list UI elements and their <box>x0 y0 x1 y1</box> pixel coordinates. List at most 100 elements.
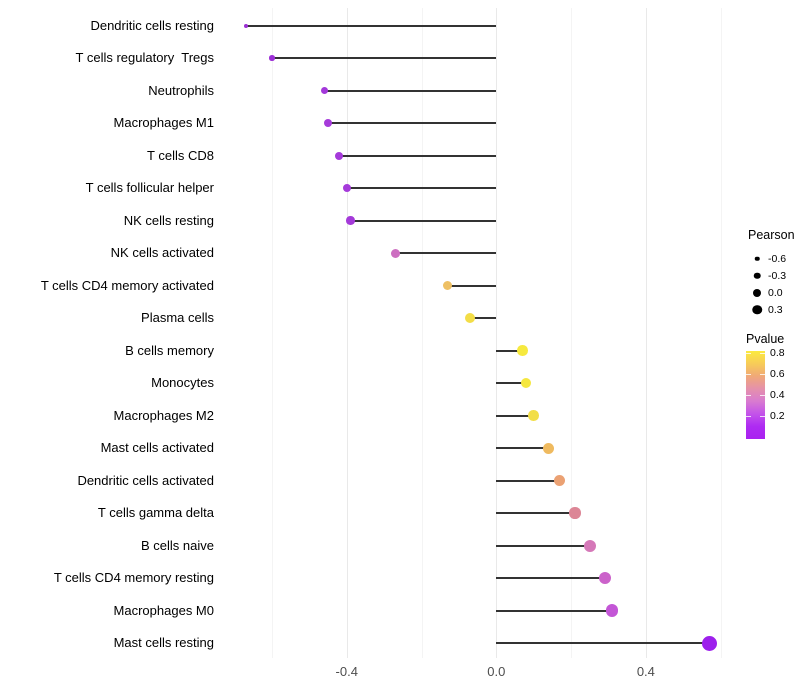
lollipop-stem <box>496 414 534 417</box>
lollipop-stem <box>496 609 613 612</box>
lollipop-stem <box>496 349 523 352</box>
lollipop-dot <box>269 55 275 61</box>
gridline-minor <box>720 8 722 658</box>
legend-size-entry: -0.3 <box>748 267 800 284</box>
x-axis-tick-label: -0.4 <box>335 664 358 679</box>
gridline-major <box>346 8 348 658</box>
colorbar-wrap: 0.8 0.6 0.4 0.2 <box>746 347 800 439</box>
lollipop-stem <box>350 219 497 222</box>
legend-pearson-entries: -0.6 -0.3 0.0 0.3 <box>748 250 800 318</box>
lollipop-dot <box>324 119 333 128</box>
y-axis-label: NK cells activated <box>110 245 214 261</box>
colorbar-tick-mark <box>760 374 765 375</box>
y-axis-label: T cells regulatory Tregs <box>75 50 214 66</box>
y-axis-label: T cells gamma delta <box>97 505 214 521</box>
colorbar-tick-mark <box>746 395 751 396</box>
x-axis-tick-label: 0.0 <box>487 664 506 679</box>
lollipop-dot <box>390 248 400 258</box>
gridline-minor <box>421 8 423 658</box>
legend-size-dot <box>753 272 761 279</box>
legend-size-dot <box>753 288 761 297</box>
legend-size-label: -0.6 <box>768 252 787 265</box>
lollipop-dot <box>569 507 581 519</box>
y-axis-label: Plasma cells <box>141 310 214 326</box>
y-axis-label: Neutrophils <box>148 82 214 98</box>
lollipop-stem <box>271 57 497 60</box>
colorbar-tick-mark <box>760 416 765 417</box>
y-axis-label: Mast cells activated <box>100 440 214 456</box>
lollipop-stem <box>447 284 497 287</box>
colorbar-tick-label: 0.6 <box>770 368 785 380</box>
colorbar-tick-label: 0.2 <box>770 410 785 422</box>
y-axis-label: Dendritic cells activated <box>77 472 214 488</box>
lollipop-dot <box>605 604 619 617</box>
legend-pvalue-colorbar: Pvalue 0.8 0.6 0.4 0.2 <box>746 332 800 439</box>
y-axis-label: Macrophages M2 <box>113 407 214 423</box>
y-axis-label: B cells memory <box>125 342 214 358</box>
y-axis-label: T cells CD4 memory resting <box>53 570 214 586</box>
y-axis-label: Dendritic cells resting <box>90 17 214 33</box>
x-axis-tick-label: 0.4 <box>636 664 655 679</box>
y-axis-label: T cells CD4 memory activated <box>40 277 214 293</box>
legend-size-label: 0.0 <box>768 286 783 299</box>
legend-size-entry: 0.0 <box>748 284 800 301</box>
y-axis-label: Macrophages M0 <box>113 602 214 618</box>
lollipop-dot <box>243 23 248 28</box>
lollipop-dot <box>598 572 611 585</box>
y-axis-label: B cells naive <box>141 537 214 553</box>
lollipop-dot <box>528 410 539 421</box>
lollipop-stem <box>346 187 497 190</box>
colorbar-tick-mark <box>760 395 765 396</box>
lollipop-stem <box>470 317 497 320</box>
legend-size-entry: -0.6 <box>748 250 800 267</box>
legend-pearson-title: Pearson <box>748 228 795 242</box>
lollipop-stem <box>496 577 605 580</box>
lollipop-stem <box>496 642 710 645</box>
lollipop-stem <box>324 89 497 92</box>
legend-size-dot <box>754 256 760 261</box>
lollipop-stem <box>496 479 560 482</box>
gridline-minor <box>271 8 273 658</box>
lollipop-dot <box>342 184 351 193</box>
lollipop-stem <box>328 122 497 125</box>
legend-size-label: 0.3 <box>768 303 783 316</box>
legend-pearson-size: Pearson -0.6 -0.3 0.0 0.3 <box>748 228 800 318</box>
colorbar-tick-mark <box>760 353 765 354</box>
colorbar-tick-mark <box>746 353 751 354</box>
lollipop-dot <box>346 216 355 225</box>
pvalue-colorbar <box>746 351 765 439</box>
lollipop-dot <box>442 280 453 291</box>
lollipop-dot <box>701 635 717 651</box>
lollipop-stem <box>496 447 549 450</box>
lollipop-stem <box>339 154 497 157</box>
y-axis-label: T cells follicular helper <box>85 180 214 196</box>
lollipop-dot <box>320 86 329 95</box>
colorbar-tick-label: 0.8 <box>770 347 785 359</box>
lollipop-dot <box>465 313 476 324</box>
legend-pvalue-title: Pvalue <box>746 332 785 346</box>
lollipop-dot <box>520 377 532 389</box>
y-axis-label: Macrophages M1 <box>113 115 214 131</box>
colorbar-tick-mark <box>746 416 751 417</box>
lollipop-stem <box>496 544 590 547</box>
lollipop-stem <box>496 382 527 385</box>
lollipop-stem <box>395 252 497 255</box>
legend-size-label: -0.3 <box>768 269 787 282</box>
lollipop-dot <box>554 475 566 487</box>
gridline-major <box>645 8 647 658</box>
y-axis-label: Monocytes <box>151 375 214 391</box>
colorbar-tick-mark <box>746 374 751 375</box>
legend-size-entry: 0.3 <box>748 301 800 318</box>
y-axis-label: T cells CD8 <box>147 147 214 163</box>
lollipop-stem <box>245 24 497 27</box>
colorbar-tick-label: 0.4 <box>770 389 785 401</box>
lollipop-stem <box>496 512 575 515</box>
lollipop-dot <box>583 539 596 552</box>
lollipop-dot <box>543 442 555 454</box>
gridline-major <box>496 8 498 658</box>
lollipop-dot <box>517 345 528 356</box>
y-axis-label: Mast cells resting <box>113 635 214 651</box>
gridline-minor <box>571 8 573 658</box>
y-axis-label: NK cells resting <box>123 212 214 228</box>
